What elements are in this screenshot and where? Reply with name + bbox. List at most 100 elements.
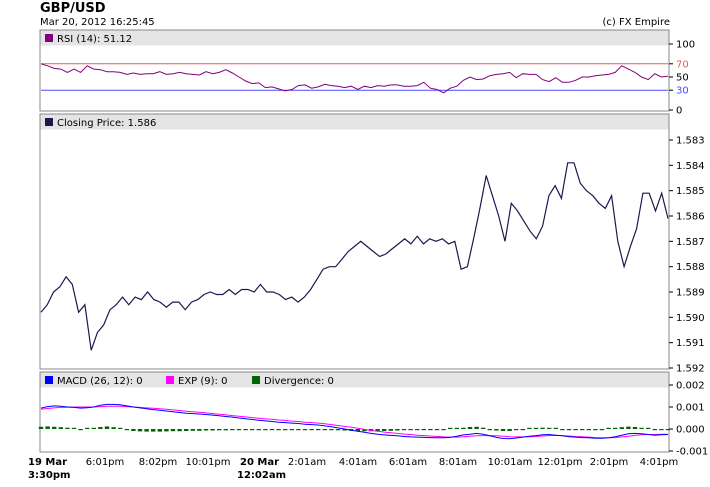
divergence-bar — [309, 429, 314, 431]
x-mid-date: 20 Mar — [240, 457, 279, 468]
divergence-bar — [461, 427, 466, 429]
divergence-bar — [474, 426, 479, 429]
x-tick-label: 8:02pm — [139, 457, 178, 468]
divergence-bar — [441, 429, 446, 431]
divergence-bar — [322, 429, 327, 431]
x-mid-time: 12:02am — [237, 470, 286, 481]
divergence-bar — [71, 427, 77, 429]
divergence-bar — [599, 429, 605, 431]
x-tick-label: 12:01pm — [538, 457, 583, 468]
divergence-legend-swatch — [252, 376, 260, 384]
price-tick-label: 1.590 — [676, 313, 705, 324]
divergence-bar — [276, 429, 281, 431]
divergence-bar — [223, 429, 228, 431]
divergence-bar — [514, 429, 519, 431]
divergence-bar — [467, 427, 473, 429]
divergence-bar — [98, 427, 103, 429]
divergence-bar — [632, 427, 638, 429]
price-tick-label: 1.592 — [676, 364, 705, 375]
divergence-bar — [395, 429, 400, 431]
divergence-bar — [382, 429, 387, 431]
divergence-bar — [91, 427, 96, 429]
rsi-tick-label: 100 — [676, 40, 695, 51]
divergence-legend-label: Divergence: 0 — [264, 376, 334, 387]
divergence-bar — [197, 429, 202, 431]
price-tick-label: 1.589 — [676, 288, 705, 299]
macd-legend-swatch — [45, 376, 53, 384]
divergence-bar — [289, 429, 294, 431]
divergence-bar — [448, 427, 453, 429]
divergence-bar — [540, 427, 545, 429]
divergence-bar — [566, 429, 572, 431]
divergence-bar — [362, 429, 367, 432]
divergence-bar — [58, 427, 63, 429]
macd-panel: MACD (26, 12): 0 EXP (9): 0 Divergence: … — [38, 371, 708, 458]
macd-legend-bar — [40, 372, 669, 388]
x-first-time: 3:30pm — [28, 470, 70, 481]
rsi-tick-label: 50 — [676, 73, 689, 84]
macd-line — [40, 403, 669, 440]
x-tick-label: 10:01pm — [186, 457, 231, 468]
divergence-bar — [256, 429, 261, 431]
divergence-bar — [38, 426, 44, 429]
divergence-bar — [52, 426, 57, 429]
macd-tick-label: 0.001 — [676, 403, 705, 414]
divergence-bar — [296, 429, 301, 431]
price-tick-label: 1.591 — [676, 338, 705, 349]
price-legend-label: Closing Price: 1.586 — [57, 118, 156, 129]
divergence-bar — [388, 429, 393, 431]
divergence-bar — [104, 426, 110, 429]
divergence-bar — [263, 429, 268, 431]
divergence-bar — [665, 429, 671, 431]
macd-tick-label: -0.001 — [676, 447, 708, 458]
divergence-bar — [428, 429, 433, 431]
divergence-bar — [507, 429, 512, 431]
divergence-bar — [580, 429, 585, 431]
rsi-line — [40, 63, 669, 94]
price-panel-frame — [39, 113, 670, 370]
x-tick-label: 2:01am — [288, 457, 326, 468]
rsi-panel: RSI (14): 51.12 100 70 50 30 0 — [39, 29, 695, 117]
price-tick-label: 1.583 — [676, 136, 705, 147]
divergence-bar — [639, 427, 644, 429]
price-legend-swatch — [45, 118, 53, 126]
divergence-bar — [144, 429, 149, 432]
divergence-bar — [269, 429, 275, 431]
divergence-bar — [243, 429, 248, 431]
exp-legend-label: EXP (9): 0 — [178, 376, 227, 387]
divergence-bar — [494, 429, 499, 431]
divergence-bar — [626, 426, 631, 429]
divergence-bar — [111, 427, 116, 429]
divergence-bar — [190, 429, 195, 431]
divergence-bar — [329, 429, 334, 431]
price-tick-label: 1.584 — [676, 161, 705, 172]
divergence-bar — [593, 429, 598, 431]
x-tick-label: 4:01pm — [640, 457, 679, 468]
price-tick-label: 1.585 — [676, 186, 705, 197]
divergence-bar — [230, 429, 235, 431]
x-tick-label: 10:01am — [488, 457, 533, 468]
chart-title: GBP/USD — [40, 1, 106, 16]
divergence-bar — [236, 429, 242, 431]
divergence-bar — [250, 429, 255, 431]
divergence-bar — [342, 429, 347, 431]
macd-tick-label: 0.000 — [676, 425, 705, 436]
divergence-bar — [124, 429, 129, 431]
rsi-legend-label: RSI (14): 51.12 — [57, 34, 132, 45]
rsi-tick-label: 0 — [676, 106, 682, 117]
divergence-bar — [151, 429, 156, 432]
divergence-bar — [203, 429, 209, 431]
divergence-bar — [586, 429, 591, 431]
divergence-bar — [527, 427, 532, 429]
divergence-bar — [170, 429, 176, 432]
divergence-bar — [613, 427, 618, 429]
divergence-bar — [65, 427, 70, 429]
divergence-bar — [619, 427, 624, 429]
divergence-bar — [131, 429, 136, 431]
price-line — [40, 162, 669, 351]
divergence-bar — [157, 429, 162, 432]
x-tick-label: 6:01am — [389, 457, 427, 468]
divergence-bar — [500, 429, 506, 431]
divergence-bar — [553, 427, 558, 429]
